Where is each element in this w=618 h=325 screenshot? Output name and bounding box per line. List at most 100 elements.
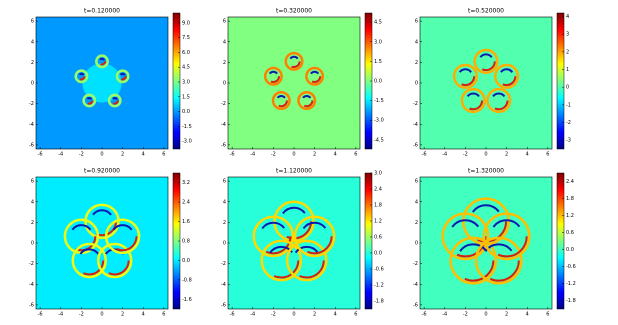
y-tick-label: 6 xyxy=(415,19,418,25)
panel-title: t=1.120000 xyxy=(276,168,312,175)
vortex-ring xyxy=(252,215,295,258)
vortex-core xyxy=(102,248,127,273)
vortex-core xyxy=(97,57,107,66)
y-tick-label: -4 xyxy=(221,122,226,128)
y-tick-label: -2 xyxy=(221,101,226,107)
x-tick-label: -4 xyxy=(58,152,63,158)
vortex-core xyxy=(287,54,301,69)
x-tick-label: -4 xyxy=(442,152,447,158)
colorbar-tick-label: 1.2 xyxy=(374,219,382,225)
colorbar-tick-label: -2 xyxy=(566,120,571,126)
vortex-core xyxy=(309,70,321,82)
colorbar-tick-label: 3.0 xyxy=(374,171,382,177)
x-tick-label: -2 xyxy=(463,312,468,318)
x-tick-label: 2 xyxy=(121,152,124,158)
vortex-ring xyxy=(441,212,490,261)
vortex-core xyxy=(77,248,102,273)
colorbar xyxy=(172,12,181,150)
vortex-core xyxy=(476,51,496,72)
field-background xyxy=(228,17,360,149)
y-tick-label: -4 xyxy=(413,122,418,128)
colorbar-tick-label: 0 xyxy=(566,85,569,91)
vortex-core xyxy=(288,242,325,279)
y-tick-label: 2 xyxy=(223,60,226,66)
y-tick-label: 4 xyxy=(223,199,226,205)
colorbar-tick-label: 1.5 xyxy=(182,94,190,100)
colorbar-tick-label: 2.4 xyxy=(566,179,574,185)
x-tick-label: 6 xyxy=(354,152,357,158)
x-tick-label: 0 xyxy=(484,152,487,158)
x-tick-label: 0 xyxy=(292,312,295,318)
x-tick-label: -2 xyxy=(79,152,84,158)
y-tick-label: 4 xyxy=(31,39,34,45)
vortex-core xyxy=(110,96,119,105)
vortex-ring xyxy=(82,93,97,108)
vortex-core xyxy=(110,224,135,249)
vortex-core xyxy=(496,66,517,87)
x-tick-label: 0 xyxy=(100,312,103,318)
vortex-core xyxy=(255,218,292,255)
colorbar-tick-label: -1.2 xyxy=(374,283,384,289)
colorbar-tick-label: 4 xyxy=(566,14,569,20)
x-tick-label: 4 xyxy=(334,152,337,158)
vortex-core xyxy=(481,243,516,278)
panel-title: t=0.920000 xyxy=(84,168,120,175)
y-tick-label: 0 xyxy=(223,241,226,247)
vortex-ring xyxy=(460,87,486,114)
colorbar-tick-label: 0.6 xyxy=(566,230,574,236)
colorbar xyxy=(556,12,565,150)
vortex-core xyxy=(301,94,313,107)
colorbar-tick-label: 0.0 xyxy=(566,247,574,253)
y-tick-label: -2 xyxy=(413,101,418,107)
x-tick-label: 6 xyxy=(162,312,165,318)
colorbar-tick-label: 3.0 xyxy=(182,79,190,85)
y-tick-label: 2 xyxy=(31,60,34,66)
vortex-core xyxy=(463,90,484,111)
x-tick-label: 2 xyxy=(505,152,508,158)
colorbar-tick-label: -3.0 xyxy=(374,118,384,124)
vortex-core xyxy=(267,70,279,82)
vortex-core xyxy=(300,93,314,108)
colorbar-tick-label: -1.8 xyxy=(566,298,576,304)
colorbar-tick-label: 1.5 xyxy=(374,59,382,65)
colorbar-tick-label: 0.0 xyxy=(374,251,382,257)
vortex-ring xyxy=(104,218,141,255)
vortex-ring xyxy=(486,87,512,114)
y-tick-label: -6 xyxy=(29,142,34,148)
y-tick-label: 6 xyxy=(415,179,418,185)
vortex-ring xyxy=(263,66,283,86)
colorbar-tick-label: 6.0 xyxy=(182,50,190,56)
colorbar-tick-label: 0.8 xyxy=(182,239,190,245)
vortex-core xyxy=(85,96,94,105)
colorbar-tick-label: 1 xyxy=(566,67,569,73)
y-tick-label: 0 xyxy=(415,241,418,247)
y-tick-label: 4 xyxy=(415,39,418,45)
colorbar-tick-label: 0.0 xyxy=(182,258,190,264)
vortex-core xyxy=(477,53,495,70)
y-tick-label: 4 xyxy=(415,199,418,205)
field-background xyxy=(420,17,552,149)
vortex-core xyxy=(266,69,281,83)
x-tick-label: 6 xyxy=(546,152,549,158)
vortex-core xyxy=(299,221,330,251)
x-tick-label: 2 xyxy=(121,312,124,318)
colorbar-tick-label: 3.2 xyxy=(182,180,190,186)
x-tick-label: -2 xyxy=(79,312,84,318)
x-tick-label: -6 xyxy=(38,152,43,158)
vortex-core xyxy=(77,72,86,81)
colorbar-tick-label: 4.5 xyxy=(374,20,382,26)
vortex-core xyxy=(448,219,483,254)
panel: t=0.120000 -6 -4 -2 0 2 4 6 -6 -4 -2 0 2 4 6 -3.0 -1.5 0.… xyxy=(29,8,192,158)
x-tick-label: 0 xyxy=(100,152,103,158)
x-tick-label: -4 xyxy=(250,312,255,318)
colorbar-tick-label: -1.5 xyxy=(374,98,384,104)
colorbar-tick-label: -3.0 xyxy=(182,139,192,145)
vortex-core xyxy=(263,242,300,279)
y-tick-label: -6 xyxy=(29,302,34,308)
x-tick-label: -2 xyxy=(271,152,276,158)
panel: t=0.320000 -6 -4 -2 0 2 4 6 -6 -4 -2 0 2 4 6 -4.5 -3.0 -1… xyxy=(221,8,384,158)
x-tick-label: 6 xyxy=(354,312,357,318)
colorbar xyxy=(364,172,373,310)
colorbar-tick-label: 3.0 xyxy=(374,39,382,45)
